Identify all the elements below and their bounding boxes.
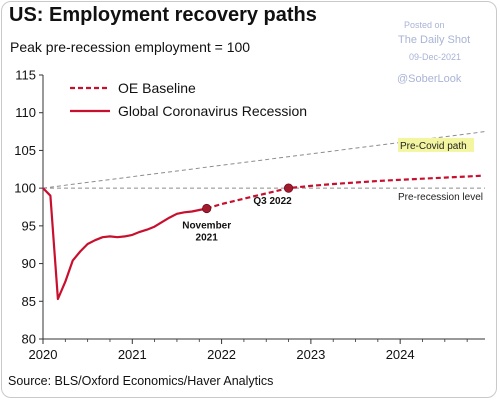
axes: 80 85 90 95 100 105 110 115 2020 2021 2022 2023 2024 — [14, 68, 485, 362]
marker-point — [283, 183, 294, 193]
legend-label: Global Coronavirus Recession — [118, 103, 307, 119]
x-tick-label: 2023 — [296, 347, 325, 362]
legend: OE Baseline Global Coronavirus Recession — [70, 80, 307, 119]
watermark-posted: Posted on — [404, 20, 445, 30]
watermark-publication: The Daily Shot — [398, 34, 471, 46]
series-line-actual — [42, 187, 207, 301]
watermark-handle: @SoberLook — [397, 73, 462, 85]
series-line-baseline — [206, 174, 483, 210]
series-lines — [42, 174, 483, 301]
chart-subtitle: Peak pre-recession employment = 100 — [10, 39, 251, 55]
pre-recession-label: Pre-recession level — [398, 192, 483, 203]
source-note: Source: BLS/Oxford Economics/Haver Analy… — [8, 374, 274, 388]
y-tick-label: 95 — [22, 218, 36, 233]
y-tick-label: 110 — [15, 105, 36, 120]
pre-covid-highlight — [398, 137, 474, 152]
y-tick-label: 90 — [22, 256, 36, 271]
x-tick-label: 2022 — [207, 347, 236, 362]
legend-label: OE Baseline — [118, 80, 196, 96]
marker-label: November — [182, 221, 231, 232]
marker-label-sub: 2021 — [196, 233, 219, 244]
reference-lines: Pre-Covid path Pre-recession level — [42, 131, 486, 203]
watermark-date: 09-Dec-2021 — [409, 52, 462, 62]
x-tick-label: 2024 — [386, 347, 415, 362]
y-tick-label: 105 — [14, 143, 36, 158]
y-tick-label: 100 — [14, 181, 36, 196]
marker-label: Q3 2022 — [253, 196, 292, 207]
x-tick-label: 2021 — [118, 347, 147, 362]
y-tick-label: 85 — [22, 294, 36, 309]
y-tick-label: 115 — [15, 68, 36, 83]
marker-point — [202, 203, 212, 214]
y-tick-label: 80 — [22, 332, 36, 347]
chart-title: US: Employment recovery paths — [9, 4, 317, 26]
x-tick-label: 2020 — [29, 347, 58, 362]
pre-covid-label: Pre-Covid path — [400, 141, 467, 152]
